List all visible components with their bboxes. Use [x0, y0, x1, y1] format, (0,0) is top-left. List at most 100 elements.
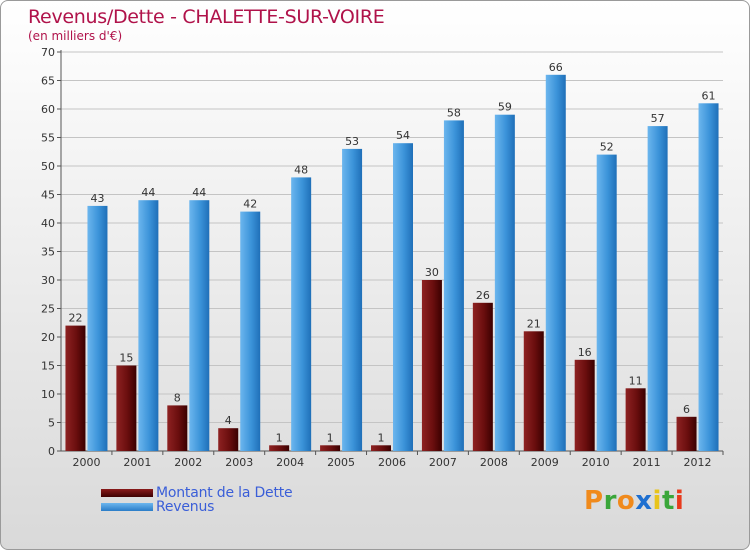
- value-label-revenus: 52: [600, 141, 614, 154]
- bar-dette: [269, 445, 290, 451]
- y-tick-label: 10: [41, 388, 55, 401]
- x-tick-label: 2001: [123, 456, 151, 469]
- y-tick-label: 35: [41, 246, 55, 259]
- bar-dette: [320, 445, 341, 451]
- bar-revenus: [494, 114, 515, 451]
- bar-dette: [574, 359, 595, 451]
- x-tick-label: 2010: [582, 456, 610, 469]
- value-label-dette: 8: [174, 391, 181, 404]
- bar-revenus: [189, 200, 210, 451]
- value-label-dette: 1: [276, 431, 283, 444]
- x-tick-label: 2000: [72, 456, 100, 469]
- bar-dette: [472, 302, 493, 451]
- logo-letter: i: [652, 486, 662, 516]
- bar-dette: [65, 325, 86, 451]
- bar-revenus: [596, 154, 617, 451]
- y-tick-label: 15: [41, 360, 55, 373]
- bar-dette: [676, 416, 697, 451]
- x-tick-label: 2004: [276, 456, 304, 469]
- value-label-dette: 16: [578, 346, 592, 359]
- value-label-dette: 22: [68, 312, 82, 325]
- bar-revenus: [545, 74, 566, 452]
- logo-letter: t: [661, 486, 675, 516]
- logo-letter: P: [584, 486, 604, 516]
- y-tick-label: 55: [41, 132, 55, 145]
- value-label-revenus: 54: [396, 129, 410, 142]
- bar-revenus: [698, 103, 719, 452]
- value-label-dette: 30: [425, 266, 439, 279]
- value-label-revenus: 61: [702, 89, 716, 102]
- axes: 0 5 10 15 20 25 30 35 40 45 50 55 60 65 70 2000 2001 2002…: [41, 46, 724, 469]
- y-tick-label: 60: [41, 103, 55, 116]
- value-label-dette: 11: [629, 374, 643, 387]
- bar-revenus: [87, 205, 108, 451]
- x-tick-label: 2006: [378, 456, 406, 469]
- bar-dette: [625, 388, 646, 451]
- value-label-dette: 1: [327, 431, 334, 444]
- legend-label-dette: Montant de la Dette: [156, 485, 293, 501]
- value-label-revenus: 48: [294, 163, 308, 176]
- bar-revenus: [291, 177, 312, 451]
- value-label-revenus: 57: [651, 112, 665, 125]
- x-tick-label: 2002: [174, 456, 202, 469]
- y-tick-label: 45: [41, 189, 55, 202]
- x-tick-label: 2003: [225, 456, 253, 469]
- grid-lines: [61, 51, 723, 423]
- chart-title: Revenus/Dette - CHALETTE-SUR-VOIRE: [28, 6, 385, 28]
- value-label-dette: 15: [119, 352, 133, 365]
- x-tick-label: 2009: [531, 456, 559, 469]
- data-labels: 2243154484444214815315430582659216616521…: [68, 61, 716, 444]
- value-label-revenus: 43: [90, 192, 104, 205]
- y-tick-label: 25: [41, 303, 55, 316]
- x-tick-label: 2012: [684, 456, 712, 469]
- bar-dette: [371, 445, 391, 451]
- y-tick-label: 50: [41, 160, 55, 173]
- bar-dette: [421, 280, 442, 451]
- legend-swatch-revenus: [101, 503, 153, 511]
- y-tick-label: 20: [41, 331, 55, 344]
- y-tick-label: 65: [41, 75, 55, 88]
- legend-label-revenus: Revenus: [156, 499, 215, 515]
- bar-revenus: [443, 120, 464, 452]
- value-label-revenus: 42: [243, 198, 257, 211]
- bar-dette: [218, 428, 239, 451]
- bar-revenus: [138, 200, 159, 451]
- value-label-dette: 1: [378, 431, 385, 444]
- x-tick-label: 2007: [429, 456, 457, 469]
- bar-revenus: [647, 126, 668, 451]
- y-tick-label: 70: [41, 46, 55, 59]
- value-label-revenus: 59: [498, 101, 512, 114]
- value-label-revenus: 53: [345, 135, 359, 148]
- y-tick-label: 30: [41, 274, 55, 287]
- logo-letter: i: [674, 486, 685, 516]
- value-label-dette: 26: [476, 289, 490, 302]
- bars: [65, 74, 719, 452]
- bar-revenus: [393, 143, 413, 451]
- value-label-dette: 6: [683, 403, 690, 416]
- bar-dette: [167, 405, 188, 451]
- logo-letter: x: [635, 486, 653, 516]
- value-label-revenus: 58: [447, 106, 461, 119]
- logo-letter: r: [603, 486, 617, 516]
- value-label-revenus: 44: [141, 186, 155, 199]
- bar-revenus: [342, 148, 363, 451]
- x-tick-label: 2005: [327, 456, 355, 469]
- bar-dette: [116, 365, 137, 451]
- bar-revenus: [240, 211, 261, 451]
- logo-letter: o: [616, 486, 636, 516]
- y-tick-label: 0: [48, 445, 55, 458]
- value-label-revenus: 44: [192, 186, 206, 199]
- value-label-dette: 4: [225, 414, 232, 427]
- x-tick-label: 2008: [480, 456, 508, 469]
- value-label-dette: 21: [527, 317, 541, 330]
- value-label-revenus: 66: [549, 61, 563, 74]
- chart-subtitle: (en milliers d'€): [28, 29, 123, 43]
- x-tick-label: 2011: [633, 456, 661, 469]
- y-tick-label: 40: [41, 217, 55, 230]
- proxiti-logo: Proxiti: [584, 486, 684, 516]
- bar-dette: [523, 331, 544, 451]
- y-tick-label: 5: [48, 417, 55, 430]
- legend-swatch-dette: [101, 489, 153, 497]
